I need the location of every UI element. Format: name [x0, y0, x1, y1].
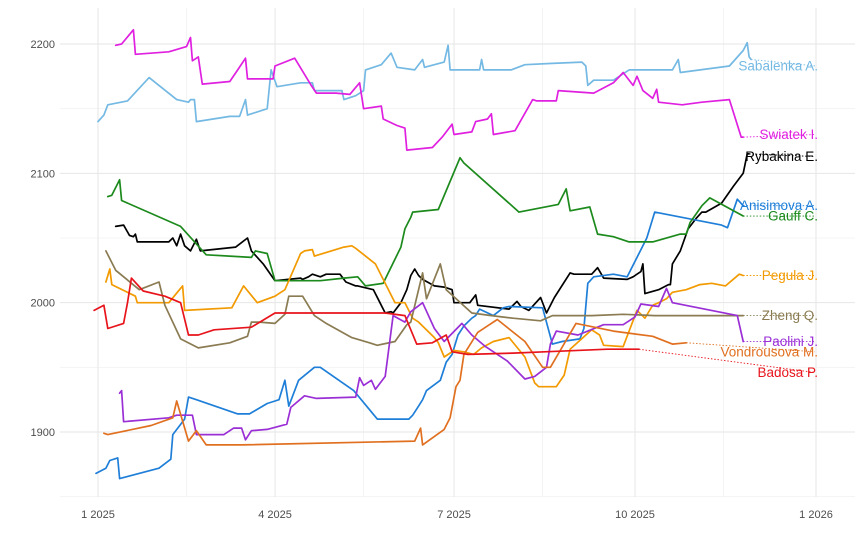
series-line-gauff-c — [106, 156, 745, 287]
grid — [60, 8, 855, 498]
y-tick-label: 2100 — [31, 168, 55, 180]
series-line-rybakina-e — [114, 153, 750, 314]
x-tick-label: 4 2025 — [258, 509, 292, 521]
series-line-badosa-p — [93, 277, 640, 356]
x-tick-label: 10 2025 — [615, 509, 655, 521]
series-label-rybakina-e: Rybakina E. — [745, 149, 818, 164]
series-line-vondrousova-m — [103, 318, 688, 446]
series-line-swiatek-i — [114, 28, 745, 151]
series-label-zheng-q: Zheng Q. — [762, 308, 818, 323]
series-line-sabalenka-a — [97, 41, 752, 123]
series-label-anisimova-a: Anisimova A. — [740, 198, 818, 213]
series-lines — [93, 28, 752, 480]
leader-line-sabalenka-a — [751, 59, 816, 67]
axis-tick-labels: 1 2025 4 2025 7 2025 10 2025 1 2026 1900 2000 2… — [31, 39, 833, 521]
series-line-pegula-j — [105, 244, 745, 388]
series-label-vondrousova-m: Vondrousova M. — [720, 344, 818, 359]
series-label-gauff-c: Gauff C. — [768, 209, 818, 224]
label-leader-lines — [638, 59, 816, 373]
series-label-sabalenka-a: Sabalenka A. — [738, 58, 818, 73]
y-tick-label: 2000 — [31, 298, 55, 310]
series-labels: Sabalenka A. Swiatek I. Rybakina E. Anisimo… — [720, 58, 818, 380]
series-label-swiatek-i: Swiatek I. — [759, 127, 818, 142]
y-tick-label: 2200 — [31, 39, 55, 51]
series-line-paolini-j — [118, 287, 745, 441]
x-tick-label: 1 2025 — [81, 509, 115, 521]
series-label-paolini-j: Paolini J. — [763, 334, 818, 349]
x-tick-label: 1 2026 — [799, 509, 833, 521]
series-line-anisimova-a — [95, 198, 745, 480]
series-label-badosa-p: Badosa P. — [757, 365, 818, 380]
y-tick-label: 1900 — [31, 427, 55, 439]
series-label-pegula-j: Pegula J. — [762, 268, 818, 283]
leader-line-swiatek-i — [743, 134, 816, 138]
leader-line-rybakina-e — [749, 153, 816, 157]
x-tick-label: 7 2025 — [437, 509, 471, 521]
series-line-zheng-q — [105, 250, 745, 349]
